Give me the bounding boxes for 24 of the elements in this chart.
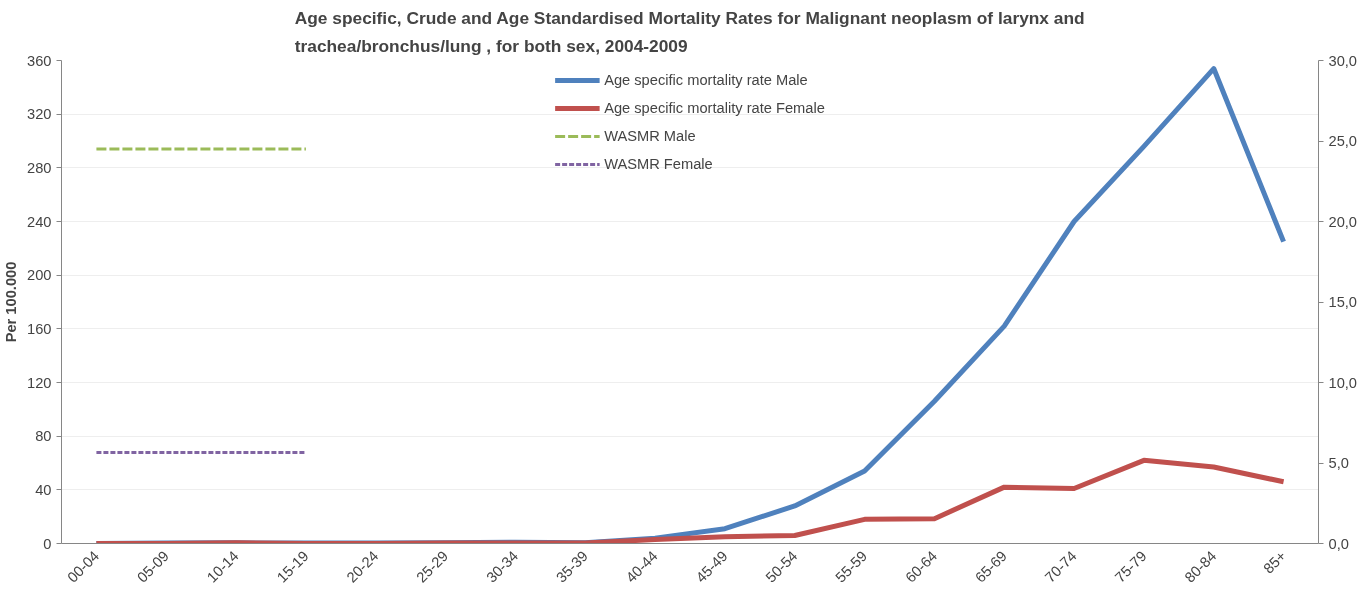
x-tick-label: 85+: [1260, 547, 1290, 577]
legend-label: Age specific mortality rate Female: [604, 100, 825, 116]
y-tick-label: 360: [27, 52, 52, 69]
y-tick-label: 120: [27, 374, 52, 391]
y2-tick-label: 20,0: [1328, 213, 1358, 230]
y-tick-label: 240: [27, 213, 52, 230]
y2-tick-label: 5,0: [1328, 455, 1349, 471]
y2-tick-label: 30,0: [1328, 52, 1358, 69]
y-tick-label: 320: [27, 106, 52, 123]
y-tick-label: 200: [27, 267, 52, 284]
y2-tick-label: 0,0: [1328, 535, 1349, 552]
y-tick-label: 0: [43, 535, 52, 552]
legend-label: WASMR Male: [604, 128, 696, 144]
y-tick-label: 280: [27, 159, 52, 176]
y-axis-title: Per 100.000: [3, 261, 20, 343]
legend-label: WASMR Female: [604, 156, 713, 172]
y-tick-label: 160: [27, 320, 52, 337]
legend-label: Age specific mortality rate Male: [604, 72, 808, 88]
y2-tick-label: 10,0: [1328, 374, 1358, 391]
y-tick-label: 40: [35, 481, 52, 498]
y-tick-label: 80: [35, 428, 52, 445]
y2-tick-label: 15,0: [1328, 294, 1358, 310]
chart-title: Age specific, Crude and Age Standardised Mortality Rates for Malignant neoplasm of larynx and trachea/bronchus/lung , for both sex, 2004-2009: [294, 7, 1085, 56]
y2-tick-label: 25,0: [1328, 133, 1358, 149]
